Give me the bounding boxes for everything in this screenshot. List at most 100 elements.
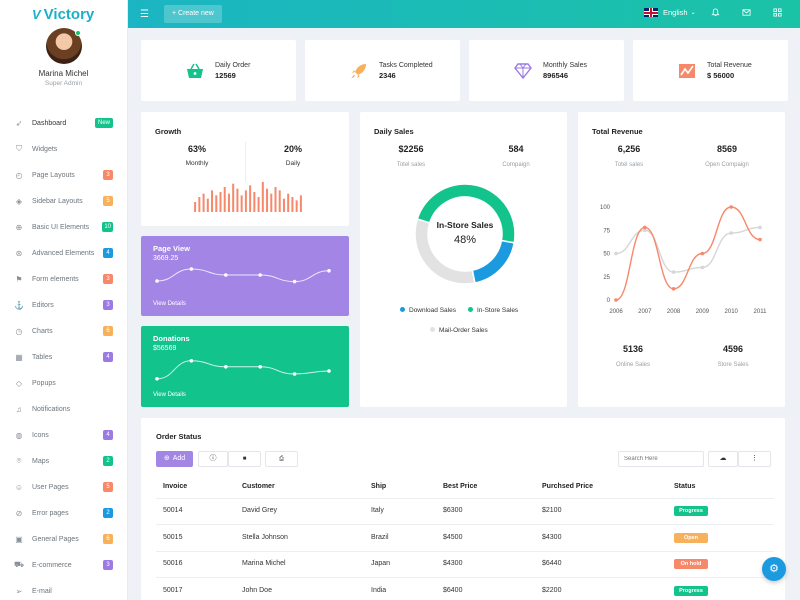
- sidebar-item-tables[interactable]: ▦ Tables 4: [0, 344, 128, 370]
- order-status-title: Order Status: [156, 432, 202, 441]
- data-point: [327, 269, 331, 273]
- stat-card-daily-order: Daily Order 12569: [141, 40, 296, 101]
- sidebar-item-advanced-elements[interactable]: ⊛ Advanced Elements 4: [0, 240, 128, 266]
- create-new-button[interactable]: + Create new: [164, 5, 222, 23]
- cell-ship: India: [371, 586, 387, 594]
- growth-bar: [299, 195, 302, 212]
- sidebar-item-maps[interactable]: ⌾ Maps 2: [0, 448, 128, 474]
- sidebar-badge: 3: [103, 274, 113, 284]
- row-divider: [156, 524, 774, 525]
- shield-icon: ⛉: [16, 144, 22, 153]
- sidebar-item-e-commerce[interactable]: ⛟ E-commerce 3: [0, 552, 128, 578]
- language-selector[interactable]: English ⌄: [644, 8, 696, 17]
- cell-purchased: $6440: [542, 560, 562, 567]
- row-divider: [156, 550, 774, 552]
- stat-label: Total Revenue: [707, 61, 752, 69]
- add-button[interactable]: ⊕ Add: [156, 451, 193, 467]
- growth-daily-label: Daily: [285, 160, 301, 167]
- stat-value: 12569: [215, 70, 236, 80]
- growth-bar: [202, 193, 205, 212]
- donations-details-link[interactable]: View Details: [153, 392, 186, 398]
- growth-bar: [261, 182, 264, 212]
- sidebar-item-widgets[interactable]: ⛉ Widgets: [0, 136, 128, 162]
- sidebar-badge: 3: [103, 560, 113, 570]
- rocket-icon: ➶: [15, 118, 23, 128]
- layers-icon: ◈: [15, 196, 23, 206]
- sidebar-item-icons[interactable]: ◍ Icons 4: [0, 422, 128, 448]
- sidebar-item-label: Icons: [32, 431, 49, 439]
- search-input[interactable]: [618, 451, 704, 467]
- sidebar-item-label: Advanced Elements: [32, 249, 95, 257]
- growth-bar: [198, 197, 201, 212]
- bell-icon: ♫: [16, 404, 22, 414]
- daily-sales-card: Daily Sales $2256 Totel sales 584 Compai…: [360, 112, 567, 407]
- sidebar-item-e-mail[interactable]: ➢ E-mail: [0, 578, 128, 600]
- stat-value: 2346: [379, 70, 396, 80]
- sidebar-item-basic-ui-elements[interactable]: ⊕ Basic UI Elements 10: [0, 214, 128, 240]
- profile-name: Marina Michel: [38, 69, 89, 78]
- data-point: [258, 365, 262, 369]
- flag-icon: ⚑: [15, 274, 23, 284]
- sidebar-item-page-layouts[interactable]: ◴ Page Layouts 3: [0, 162, 128, 188]
- x-tick-label: 2008: [667, 309, 681, 315]
- data-point: [292, 372, 297, 376]
- bell-icon[interactable]: [710, 8, 720, 19]
- info-icon: ⓘ: [209, 455, 217, 462]
- page-view-title: Page View: [153, 244, 190, 253]
- gear-icon: ⚙: [769, 563, 779, 575]
- growth-bar: [194, 202, 197, 212]
- growth-daily-value: 20%: [283, 144, 302, 154]
- sidebar: V Victory Marina Michel Super Admin ➶ Das…: [0, 0, 128, 600]
- total-revenue-card: Total Revenue 6,256 Totel sales 8569 Ope…: [578, 112, 785, 407]
- sidebar-badge: 2: [103, 456, 113, 466]
- app-logo[interactable]: V Victory: [0, 0, 127, 28]
- sidebar-item-general-pages[interactable]: ▣ General Pages 6: [0, 526, 128, 552]
- settings-fab[interactable]: ⚙: [762, 557, 786, 581]
- sidebar-item-user-pages[interactable]: ☺ User Pages 5: [0, 474, 128, 500]
- user-profile: Marina Michel Super Admin: [0, 28, 127, 87]
- sidebar-item-sidebar-layouts[interactable]: ◈ Sidebar Layouts 5: [0, 188, 128, 214]
- growth-card: Growth 63% Monthly 20% Daily: [141, 112, 349, 226]
- hamburger-menu-icon[interactable]: ☰: [140, 8, 149, 20]
- info-button[interactable]: ⓘ: [198, 451, 228, 467]
- legend-item: Mail-Order Sales: [430, 327, 488, 334]
- revenue-sales-label: Totel sales: [614, 162, 644, 168]
- data-point: [189, 359, 194, 363]
- chevron-down-icon: ⌄: [690, 10, 696, 16]
- cloud-button[interactable]: ☁: [708, 451, 738, 467]
- daily-sales-title: Daily Sales: [374, 127, 414, 136]
- legend-item: Download Sales: [400, 307, 456, 314]
- uk-flag-icon: [644, 8, 658, 17]
- print-button[interactable]: ⎙: [265, 451, 298, 467]
- growth-bar: [253, 192, 256, 212]
- sidebar-item-popups[interactable]: ◇ Popups: [0, 370, 128, 396]
- data-point: [189, 267, 194, 271]
- delete-button[interactable]: ■: [228, 451, 261, 467]
- y-tick-label: 0: [607, 298, 611, 304]
- series-line: [156, 268, 330, 283]
- sidebar-item-error-pages[interactable]: ⊘ Error pages 2: [0, 500, 128, 526]
- data-point: [224, 273, 228, 277]
- avatar[interactable]: [45, 28, 82, 64]
- stat-label: Monthly Sales: [543, 61, 587, 69]
- data-point: [224, 365, 228, 369]
- basket-icon: [186, 62, 204, 80]
- growth-bar: [219, 192, 222, 212]
- more-options-button[interactable]: ⋮: [738, 451, 771, 467]
- sidebar-item-dashboard[interactable]: ➶ Dashboard New: [0, 110, 128, 136]
- growth-bar: [257, 197, 260, 212]
- sidebar-item-editors[interactable]: ⚓ Editors 3: [0, 292, 128, 318]
- sidebar-item-charts[interactable]: ◷ Charts 6: [0, 318, 128, 344]
- mail-icon[interactable]: [741, 8, 751, 19]
- sidebar-item-notifications[interactable]: ♫ Notifications: [0, 396, 128, 422]
- sidebar-item-form-elements[interactable]: ⚑ Form elements 3: [0, 266, 128, 292]
- donut-center-value: 48%: [453, 234, 477, 246]
- total-revenue-title: Total Revenue: [592, 127, 643, 136]
- grid-icon: ▦: [15, 352, 23, 362]
- profile-role: Super Admin: [44, 80, 83, 87]
- data-point: [614, 298, 618, 302]
- data-point: [758, 225, 762, 230]
- page-view-details-link[interactable]: View Details: [153, 301, 186, 307]
- apps-grid-icon[interactable]: [772, 8, 782, 19]
- sidebar-badge: 3: [103, 170, 113, 180]
